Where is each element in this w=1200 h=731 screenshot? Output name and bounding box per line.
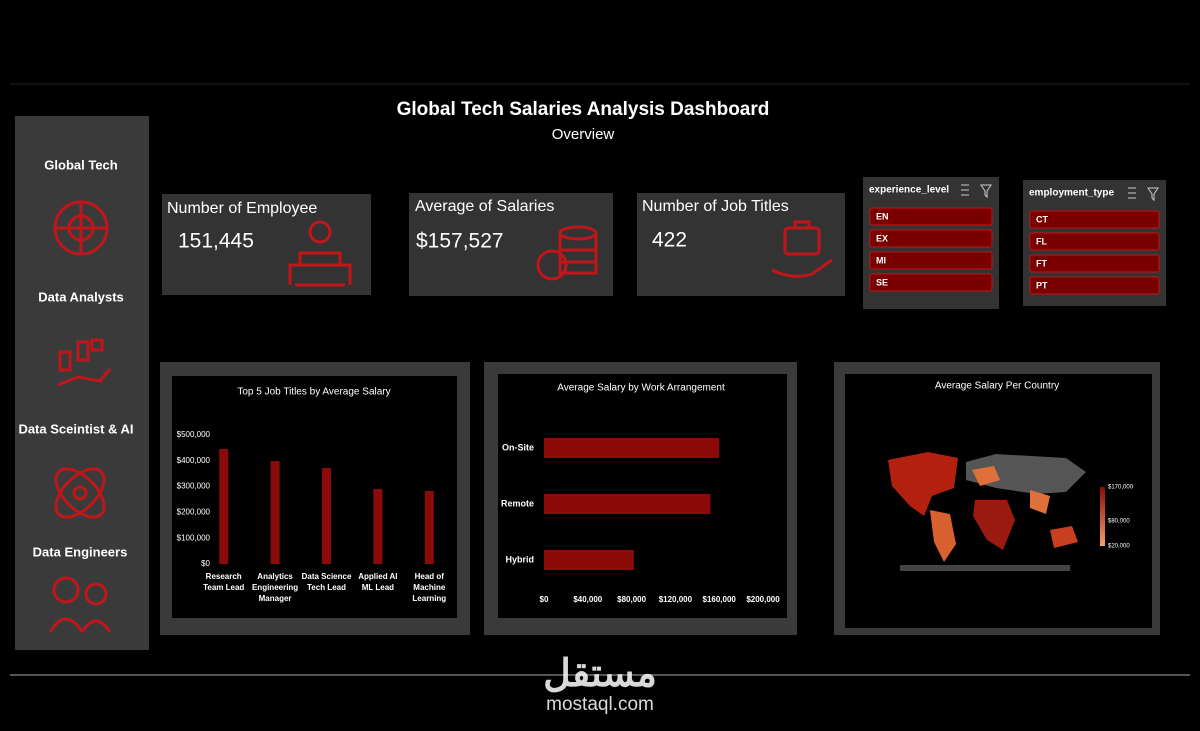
slicer-title: employment_type	[1029, 188, 1114, 199]
map-legend-label: $20,000	[1108, 544, 1130, 550]
watermark-url: mostaql.com	[546, 694, 654, 715]
map-legend-bar	[1100, 487, 1105, 546]
slicer-item[interactable]	[1029, 210, 1160, 229]
subtitle: Overview	[552, 126, 615, 143]
bar	[322, 468, 331, 564]
kpi-card	[162, 194, 371, 295]
x-tick-label: Research Team Lead	[203, 572, 245, 592]
slicer-item-label[interactable]: PT	[1036, 280, 1048, 290]
sidebar-item[interactable]: Data Engineers	[33, 544, 128, 559]
y-tick-label: $500,000	[177, 430, 211, 439]
watermark-brand: مستقل	[543, 653, 657, 695]
x-tick-label: $0	[540, 595, 549, 604]
kpi-card	[409, 193, 613, 296]
kpi-value: 422	[652, 229, 687, 252]
y-tick-label: $0	[201, 559, 210, 568]
y-tick-label: $100,000	[177, 533, 211, 542]
slicer-item-label[interactable]: EX	[876, 233, 888, 243]
sidebar-item[interactable]: Global Tech	[44, 157, 117, 172]
bar	[270, 461, 280, 564]
kpi-label: Number of Job Titles	[642, 198, 789, 215]
slicer-item-label[interactable]: SE	[876, 277, 888, 287]
kpi-label: Number of Employee	[167, 200, 317, 217]
kpi-label: Average of Salaries	[415, 198, 554, 215]
x-tick-label: Analytics Engineering Manager	[251, 572, 299, 603]
slicer-item-label[interactable]: MI	[876, 255, 886, 265]
y-tick-label: On-Site	[502, 442, 534, 452]
x-tick-label: $160,000	[703, 595, 737, 604]
slicer-item-label[interactable]: FL	[1036, 236, 1047, 246]
bar	[544, 550, 634, 570]
chart-title: Average Salary by Work Arrangement	[557, 383, 725, 394]
x-tick-label: Head of Machine Learning	[412, 572, 447, 603]
title: Global Tech Salaries Analysis Dashboard	[397, 99, 770, 120]
kpi-card	[637, 193, 845, 296]
y-tick-label: $200,000	[177, 508, 211, 517]
slicer-item-label[interactable]: EN	[876, 211, 889, 221]
x-tick-label: Applied AI ML Lead	[358, 572, 398, 592]
bar	[373, 488, 383, 564]
label-box: Applied AI ML Lead	[358, 572, 398, 592]
slicer-item-label[interactable]: FT	[1036, 258, 1047, 268]
sidebar	[15, 116, 149, 650]
slicer-item[interactable]	[1029, 254, 1160, 273]
slicer-icon	[961, 184, 992, 199]
slicer-item-label[interactable]: CT	[1036, 214, 1048, 224]
map-legend-label: $170,000	[1108, 485, 1134, 491]
x-tick-label: $200,000	[746, 595, 780, 604]
label-box: Research Team Lead	[203, 572, 245, 592]
slicer-item[interactable]	[869, 229, 993, 248]
slicer-icon	[1128, 187, 1159, 202]
kpi-icons	[288, 220, 833, 287]
slicer-item[interactable]	[869, 273, 993, 292]
map-legend-label: $80,000	[1108, 519, 1130, 525]
slicer-item[interactable]	[1029, 232, 1160, 251]
slicer-item[interactable]	[869, 207, 993, 226]
world-map	[888, 452, 1086, 571]
sidebar-icons	[48, 200, 112, 633]
bar	[544, 438, 720, 458]
slicer-item[interactable]	[869, 251, 993, 270]
bar	[424, 490, 434, 564]
kpi-value: $157,527	[416, 230, 504, 253]
label-box: Data Science Tech Lead	[301, 572, 352, 592]
kpi-value: 151,445	[178, 230, 254, 253]
x-tick-label: $80,000	[617, 595, 646, 604]
y-tick-label: Hybrid	[505, 554, 534, 564]
bar	[219, 448, 229, 564]
x-tick-label: $120,000	[659, 595, 693, 604]
slicer-title: experience_level	[869, 185, 949, 196]
label-box: Head of Machine Learning	[412, 572, 447, 603]
x-tick-label: $40,000	[573, 595, 602, 604]
y-tick-label: $400,000	[177, 456, 211, 465]
sidebar-item[interactable]: Data Analysts	[38, 289, 124, 304]
sidebar-item[interactable]: Data Sceintist & AI	[18, 421, 133, 436]
map-title: Average Salary Per Country	[935, 381, 1059, 392]
slicer-item[interactable]	[1029, 276, 1160, 295]
label-box: Analytics Engineering Manager	[251, 572, 299, 603]
y-tick-label: $300,000	[177, 482, 211, 491]
chart-title: Top 5 Job Titles by Average Salary	[237, 387, 390, 398]
x-tick-label: Data Science Tech Lead	[301, 572, 352, 592]
bar	[544, 494, 711, 514]
y-tick-label: Remote	[501, 498, 534, 508]
